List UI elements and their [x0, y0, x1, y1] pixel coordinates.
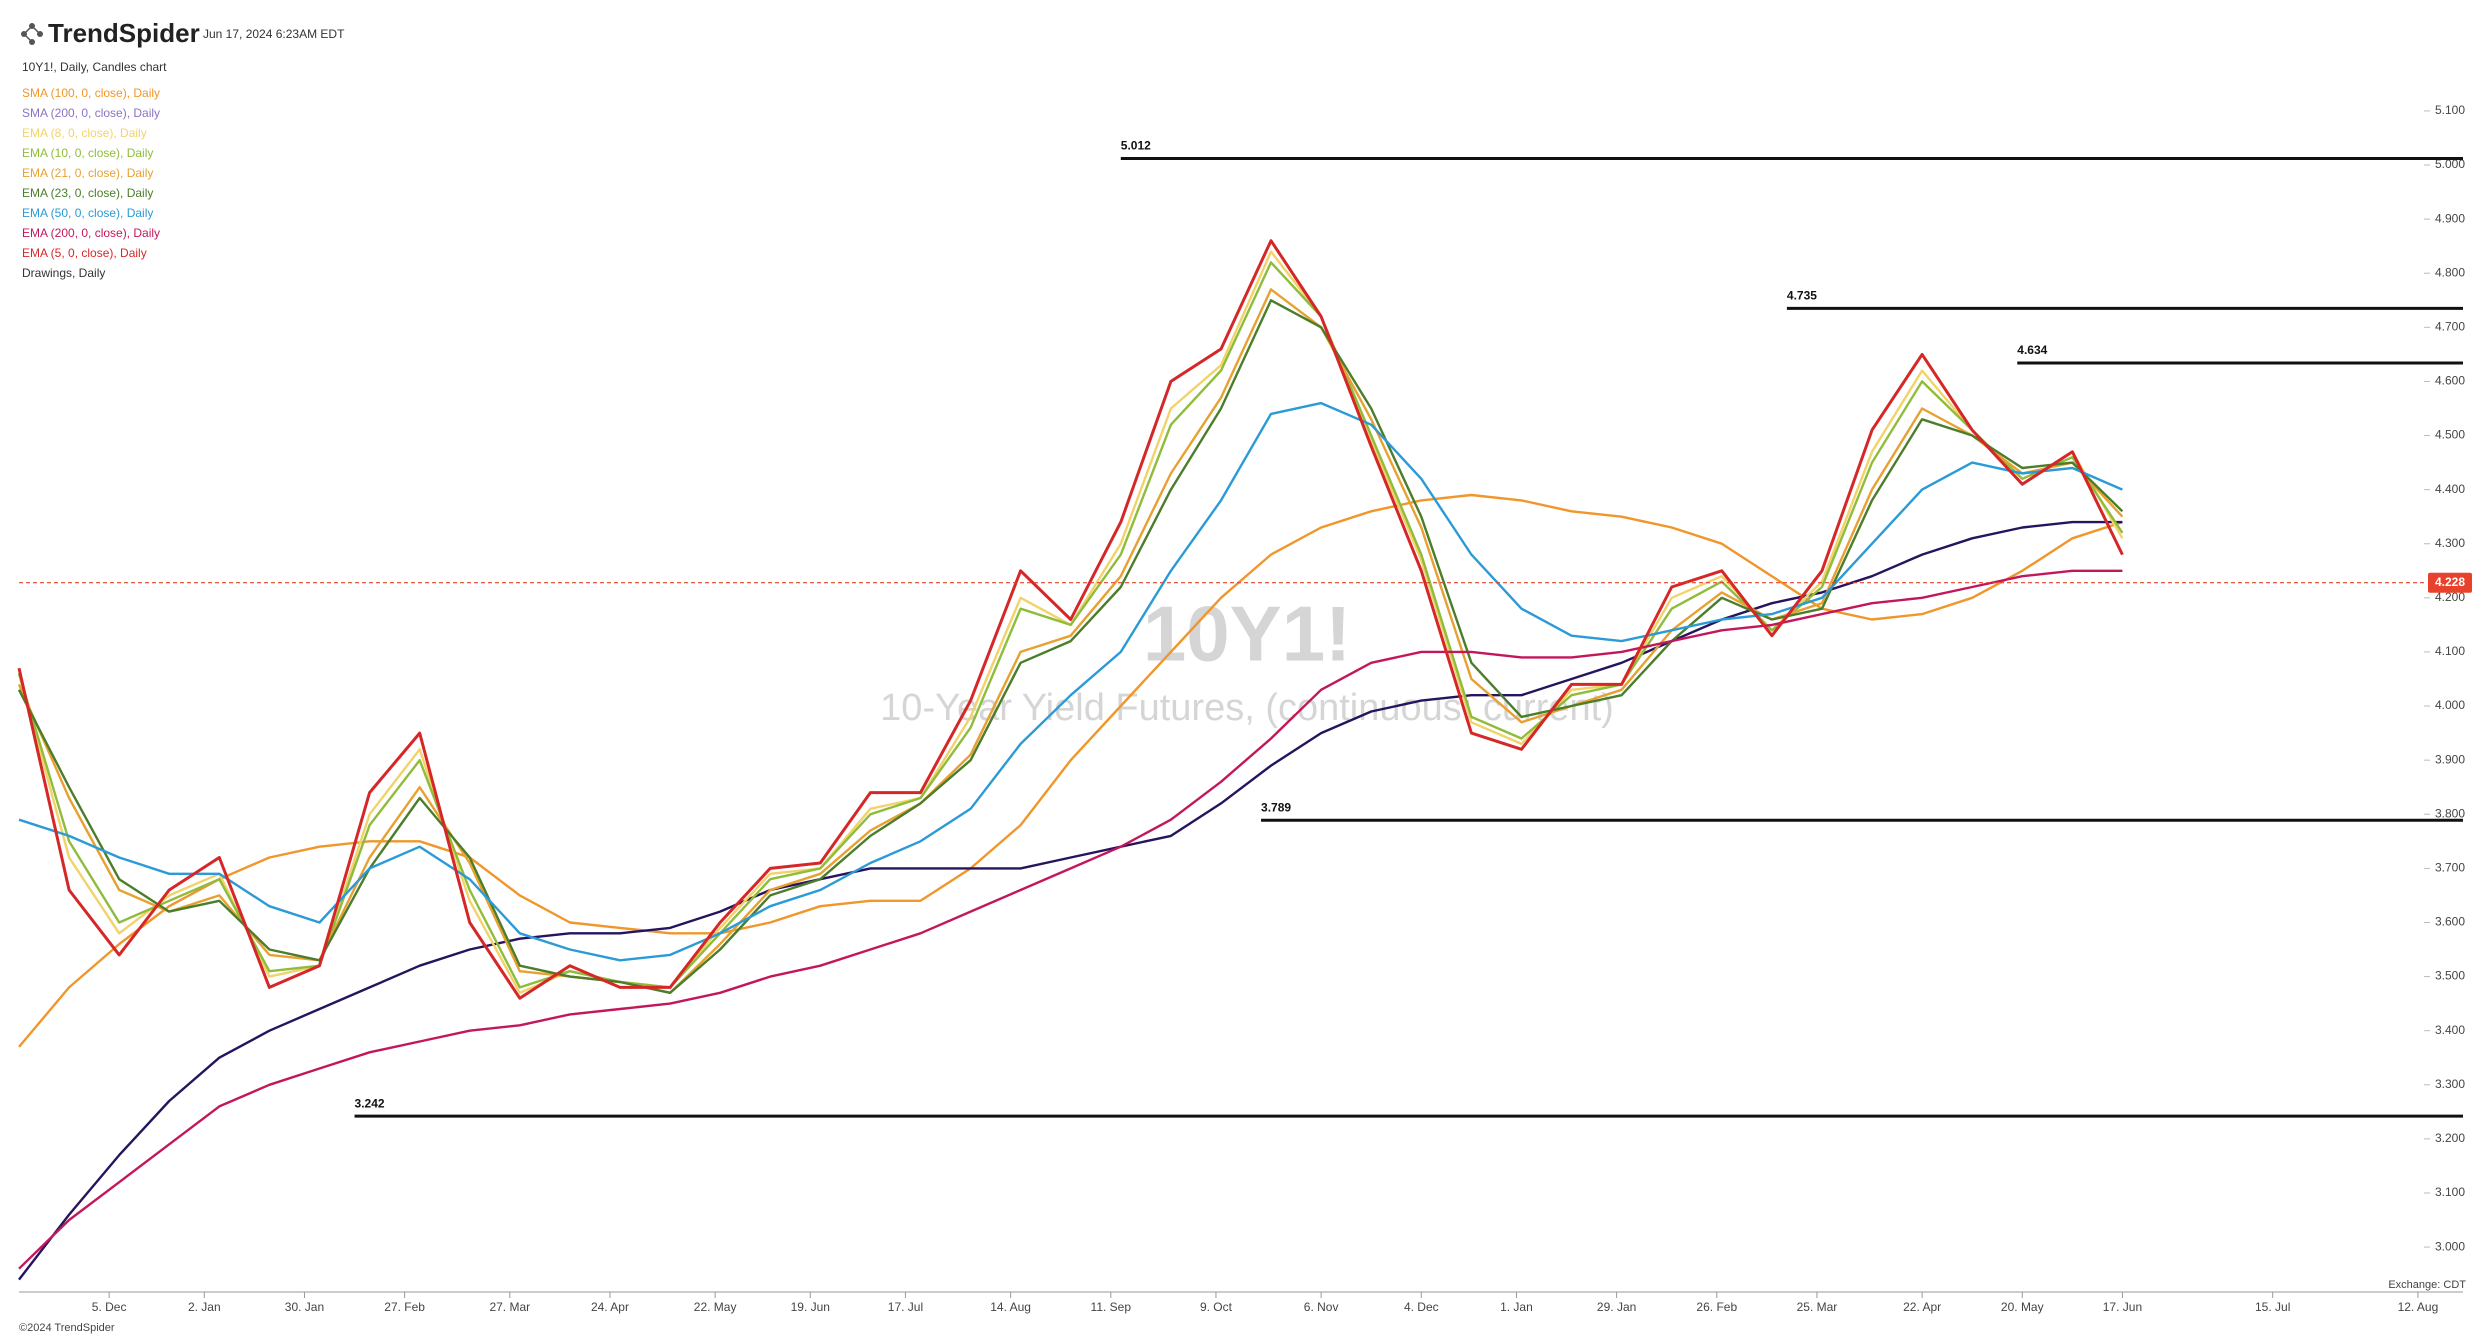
y-tick-label: 3.700 — [2435, 861, 2465, 875]
y-tick-label: 4.500 — [2435, 428, 2465, 442]
legend-entry: EMA (200, 0, close), Daily — [22, 226, 160, 240]
series-line — [18, 520, 2123, 1281]
y-tick-label: 3.200 — [2435, 1131, 2465, 1145]
x-tick-label: 11. Sep — [1091, 1300, 1132, 1314]
level-label: 3.789 — [1261, 800, 1291, 814]
level-label: 4.735 — [1787, 289, 1817, 303]
legend-entry: EMA (50, 0, close), Daily — [22, 206, 153, 220]
legend-entry: EMA (23, 0, close), Daily — [22, 186, 153, 200]
series-line — [17, 299, 2124, 994]
level-label: 3.242 — [355, 1096, 385, 1110]
legend-entry: SMA (200, 0, close), Daily — [22, 106, 160, 120]
legend-entry: SMA (100, 0, close), Daily — [22, 86, 160, 100]
x-tick-label: 4. Dec — [1404, 1300, 1439, 1314]
x-tick-label: 26. Feb — [1696, 1300, 1737, 1314]
subtitle: 10Y1!, Daily, Candles chart — [22, 60, 167, 74]
legend-entry: EMA (21, 0, close), Daily — [22, 166, 153, 180]
y-tick-label: 4.200 — [2435, 590, 2465, 604]
y-tick-label: 3.500 — [2435, 969, 2465, 983]
level-label: 4.634 — [2017, 343, 2047, 357]
series-line — [17, 239, 2124, 1000]
x-tick-label: 24. Apr — [591, 1300, 629, 1314]
x-tick-label: 22. Apr — [1903, 1300, 1941, 1314]
brand: TrendSpider — [48, 18, 200, 48]
y-tick-label: 5.100 — [2435, 103, 2465, 117]
y-tick-label: 3.400 — [2435, 1023, 2465, 1037]
legend-entry: EMA (8, 0, close), Daily — [22, 126, 147, 140]
watermark: 10Y1! — [1143, 590, 1351, 678]
x-tick-label: 17. Jul — [888, 1300, 923, 1314]
y-tick-label: 4.600 — [2435, 374, 2465, 388]
level-label: 5.012 — [1121, 139, 1151, 153]
x-tick-label: 25. Mar — [1797, 1300, 1838, 1314]
y-tick-label: 4.800 — [2435, 265, 2465, 279]
y-tick-label: 3.900 — [2435, 752, 2465, 766]
y-tick-label: 3.000 — [2435, 1239, 2465, 1253]
logo — [21, 23, 43, 45]
x-tick-label: 2. Jan — [188, 1300, 221, 1314]
series-line — [18, 569, 2123, 1270]
x-tick-label: 12. Aug — [2398, 1300, 2439, 1314]
timestamp: Jun 17, 2024 6:23AM EDT — [203, 27, 345, 41]
y-tick-label: 4.400 — [2435, 482, 2465, 496]
x-tick-label: 30. Jan — [285, 1300, 324, 1314]
legend-entry: EMA (10, 0, close), Daily — [22, 146, 153, 160]
legend-entry: EMA (5, 0, close), Daily — [22, 246, 147, 260]
y-tick-label: 4.000 — [2435, 698, 2465, 712]
x-tick-label: 29. Jan — [1597, 1300, 1636, 1314]
legend-drawings: Drawings, Daily — [22, 266, 105, 280]
x-tick-label: 20. May — [2001, 1300, 2044, 1314]
y-tick-label: 3.800 — [2435, 806, 2465, 820]
series-line — [18, 493, 2123, 1048]
series-line — [17, 261, 2124, 989]
x-tick-label: 27. Mar — [489, 1300, 530, 1314]
last-price-label: 4.228 — [2435, 575, 2465, 589]
y-tick-label: 3.300 — [2435, 1077, 2465, 1091]
x-tick-label: 15. Jul — [2255, 1300, 2290, 1314]
y-tick-label: 3.100 — [2435, 1185, 2465, 1199]
last-price-box — [2428, 572, 2472, 593]
copyright: ©2024 TrendSpider — [19, 1322, 115, 1334]
series-line — [17, 250, 2124, 994]
series-line — [18, 401, 2123, 962]
y-tick-label: 4.900 — [2435, 211, 2465, 225]
x-tick-label: 17. Jun — [2103, 1300, 2142, 1314]
y-tick-label: 5.000 — [2435, 157, 2465, 171]
y-tick-label: 3.600 — [2435, 915, 2465, 929]
x-tick-label: 6. Nov — [1304, 1300, 1339, 1314]
x-tick-label: 19. Jun — [791, 1300, 830, 1314]
x-tick-label: 9. Oct — [1200, 1300, 1233, 1314]
x-tick-label: 22. May — [694, 1300, 737, 1314]
x-tick-label: 27. Feb — [384, 1300, 425, 1314]
x-tick-label: 1. Jan — [1500, 1300, 1533, 1314]
y-tick-label: 4.700 — [2435, 319, 2465, 333]
exchange: Exchange: CDT — [2388, 1279, 2466, 1291]
x-tick-label: 5. Dec — [92, 1300, 127, 1314]
y-tick-label: 4.300 — [2435, 536, 2465, 550]
x-tick-label: 14. Aug — [990, 1300, 1031, 1314]
y-tick-label: 4.100 — [2435, 644, 2465, 658]
